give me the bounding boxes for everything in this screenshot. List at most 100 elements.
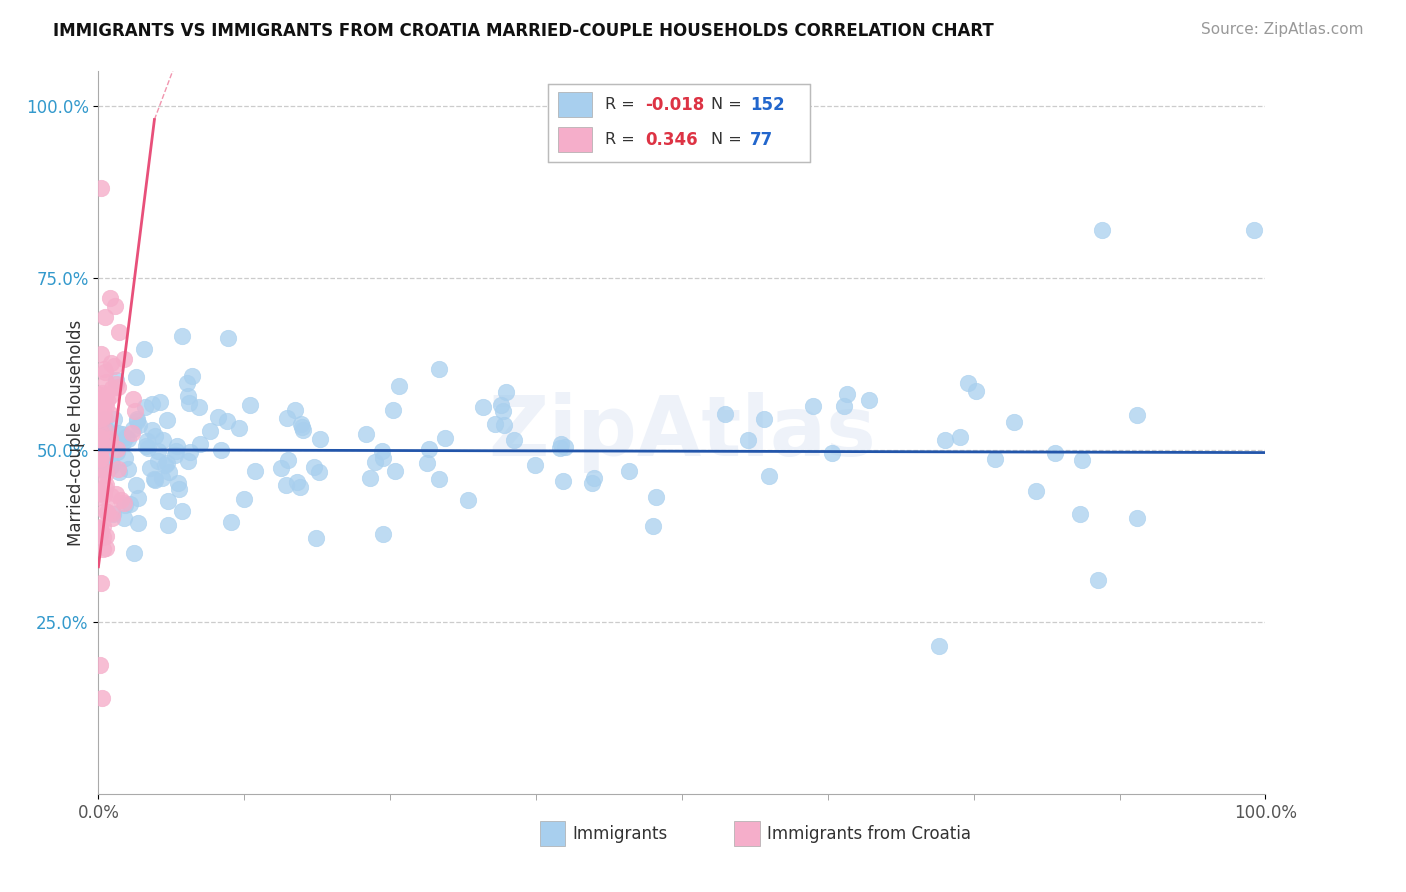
Point	[228, 420, 250, 434]
Point	[117, 462, 139, 476]
Point	[136, 434, 159, 449]
Point	[388, 378, 411, 392]
Point	[104, 298, 127, 312]
Point	[170, 504, 193, 518]
Point	[290, 480, 312, 494]
Point	[94, 433, 117, 447]
Point	[433, 431, 456, 445]
Point	[200, 424, 222, 438]
Point	[93, 394, 115, 409]
Point	[90, 486, 112, 500]
Point	[93, 423, 115, 437]
Point	[364, 455, 387, 469]
Point	[1069, 508, 1091, 522]
Point	[832, 399, 855, 413]
Point	[90, 347, 112, 361]
Y-axis label: Married-couple Households: Married-couple Households	[66, 319, 84, 546]
Point	[801, 399, 824, 413]
Point	[90, 575, 112, 590]
Point	[122, 546, 145, 560]
Point	[291, 419, 314, 434]
Point	[125, 478, 148, 492]
Point	[276, 477, 298, 491]
Point	[550, 442, 572, 456]
Point	[821, 446, 844, 460]
Point	[101, 381, 124, 395]
Point	[94, 481, 117, 495]
Point	[219, 515, 242, 529]
Point	[427, 362, 450, 376]
Point	[356, 427, 378, 442]
Point	[94, 504, 117, 518]
Point	[1126, 511, 1149, 525]
Point	[277, 453, 299, 467]
Point	[176, 376, 198, 390]
Point	[146, 444, 169, 458]
Point	[166, 439, 188, 453]
Point	[127, 516, 149, 531]
Point	[114, 450, 136, 465]
Point	[1071, 453, 1094, 467]
Point	[107, 425, 129, 440]
Point	[965, 384, 987, 398]
Point	[371, 443, 394, 458]
Point	[1087, 573, 1109, 587]
Point	[495, 385, 517, 400]
Point	[128, 418, 150, 433]
Point	[89, 521, 111, 535]
Point	[143, 429, 166, 443]
Point	[177, 389, 200, 403]
Point	[418, 442, 440, 456]
Point	[101, 508, 124, 522]
Point	[90, 436, 112, 450]
Point	[134, 343, 156, 357]
Point	[284, 402, 307, 417]
Point	[429, 472, 451, 486]
Point	[107, 462, 129, 476]
Text: Immigrants from Croatia: Immigrants from Croatia	[768, 824, 972, 843]
Point	[91, 386, 114, 401]
Point	[554, 440, 576, 454]
FancyBboxPatch shape	[734, 821, 761, 846]
Point	[91, 519, 114, 533]
Point	[138, 441, 160, 455]
Point	[359, 471, 381, 485]
Point	[141, 397, 163, 411]
Point	[928, 639, 950, 653]
Point	[89, 657, 111, 672]
Point	[96, 375, 118, 389]
Point	[949, 430, 972, 444]
Point	[89, 404, 111, 418]
Point	[94, 400, 117, 414]
Point	[149, 395, 172, 409]
Point	[373, 450, 395, 465]
Point	[169, 483, 191, 497]
Point	[553, 475, 575, 489]
Point	[107, 325, 129, 339]
Point	[101, 511, 124, 525]
Point	[285, 475, 308, 489]
Point	[90, 450, 112, 465]
Text: Immigrants: Immigrants	[572, 824, 668, 843]
Point	[217, 331, 239, 345]
Point	[984, 452, 1007, 467]
Point	[384, 464, 406, 478]
Point	[156, 456, 179, 470]
Point	[89, 430, 111, 444]
Point	[645, 490, 668, 504]
Point	[118, 497, 141, 511]
Point	[94, 541, 117, 555]
Point	[103, 359, 125, 374]
Point	[239, 398, 262, 412]
Point	[94, 365, 117, 379]
Point	[1043, 446, 1066, 460]
Point	[91, 410, 114, 425]
Point	[125, 412, 148, 426]
Point	[107, 380, 129, 394]
Point	[89, 387, 111, 401]
Point	[416, 456, 439, 470]
Point	[91, 542, 114, 557]
Point	[121, 426, 143, 441]
Point	[858, 392, 880, 407]
Point	[117, 432, 139, 446]
